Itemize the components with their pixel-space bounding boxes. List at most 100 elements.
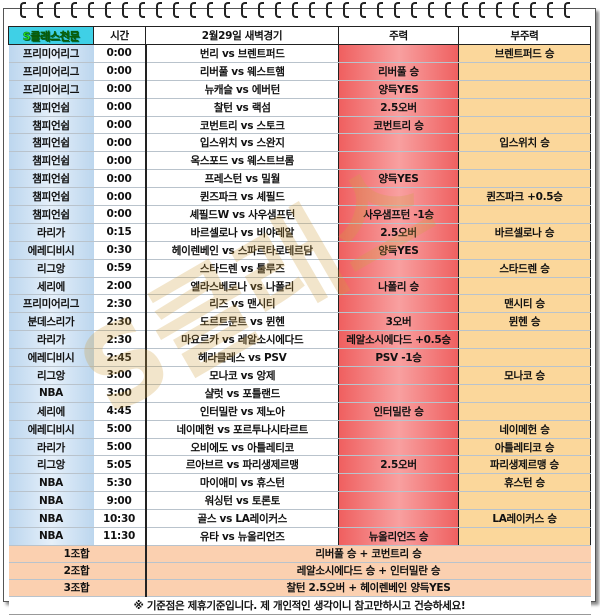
table-row: 프리미어리그 0:00 리버풀 vs 웨스트햄 리버풀 승 <box>8 62 591 81</box>
sub-pick-cell <box>458 491 591 511</box>
table-row: NBA 5:30 마이애미 vs 휴스턴 휴스턴 승 <box>8 473 591 493</box>
binding-ring-icon <box>241 2 247 18</box>
league-cell: 프리미어리그 <box>8 80 94 99</box>
main-pick-cell: 레알소시에다드 +0.5승 <box>338 330 459 350</box>
main-pick-cell <box>338 491 459 511</box>
main-pick-cell: 양득YES <box>338 169 459 189</box>
sub-pick-cell <box>458 277 591 296</box>
time-cell: 0:00 <box>93 44 147 63</box>
combo-value: 찰턴 2.5오버 + 헤이렌베인 양득YES <box>145 579 591 597</box>
match-cell: 찰턴 vs 랙섬 <box>145 98 339 117</box>
match-cell: 인터밀란 vs 제노아 <box>145 402 339 421</box>
main-pick-cell <box>338 509 459 529</box>
main-pick-cell: 사우샘프턴 -1승 <box>338 205 459 224</box>
combo-row: 1조합 리버풀 승 + 코번트리 승 <box>8 545 591 563</box>
binding-ring-icon <box>564 2 570 18</box>
sub-pick-cell: 모나코 승 <box>458 366 591 385</box>
combo-row: 2조합 레알소시에다드 승 + 인터밀란 승 <box>8 562 591 580</box>
binding-ring-icon <box>360 2 366 18</box>
table-row: 분데스리가 2:30 도르트문트 vs 뮌헨 3오버 뮌헨 승 <box>8 312 591 332</box>
time-cell: 0:00 <box>93 116 147 135</box>
league-cell: NBA <box>8 509 94 529</box>
main-pick-cell: 양득YES <box>338 80 459 99</box>
binding-ring-icon <box>309 2 315 18</box>
sub-pick-cell: LA레이커스 승 <box>458 509 591 529</box>
match-cell: 헤이렌베인 vs 스파르타로테르담 <box>145 241 339 260</box>
league-cell: 세리에 <box>8 402 94 421</box>
match-cell: 코번트리 vs 스토크 <box>145 116 339 135</box>
sub-pick-cell <box>458 402 591 421</box>
sub-pick-cell: 네이메헌 승 <box>458 420 591 439</box>
time-cell: 0:00 <box>93 187 147 207</box>
binding-ring-icon <box>496 2 502 18</box>
table-row: 에레디비시 5:00 네이메헌 vs 포르투나시타르트 네이메헌 승 <box>8 420 591 439</box>
binding-ring-icon <box>275 2 281 18</box>
binding-ring-icon <box>37 2 43 18</box>
league-cell: 분데스리가 <box>8 312 94 332</box>
binding-ring-icon <box>411 2 417 18</box>
sub-pick-cell <box>458 348 591 368</box>
time-cell: 5:05 <box>93 455 147 475</box>
match-cell: 퀸즈파크 vs 셰필드 <box>145 187 339 207</box>
main-pick-cell <box>338 187 459 207</box>
sub-pick-cell <box>458 330 591 350</box>
binding-ring-icon <box>122 2 128 18</box>
table-row: 에레디비시 2:45 헤라클레스 vs PSV PSV -1승 <box>8 348 591 368</box>
note-row: ※ 기준점은 제휴기준입니다. 제 개인적인 생각이니 참고만하시고 건승하세요… <box>8 596 591 615</box>
time-cell: 5:30 <box>93 473 147 493</box>
sub-pick-cell: 브렌트퍼드 승 <box>458 44 591 63</box>
sub-pick-cell: 바르셀로나 승 <box>458 223 591 242</box>
league-cell: NBA <box>8 384 94 403</box>
table-row: 프리미어리그 0:00 번리 vs 브렌트퍼드 브렌트퍼드 승 <box>8 44 591 63</box>
league-cell: 챔피언쉽 <box>8 116 94 135</box>
binding-ring-icon <box>105 2 111 18</box>
match-cell: 리버풀 vs 웨스트햄 <box>145 62 339 81</box>
sub-pick-cell <box>458 241 591 260</box>
match-cell: 모나코 vs 앙제 <box>145 366 339 385</box>
time-cell: 0:59 <box>93 259 147 278</box>
combo-value: 레알소시에다드 승 + 인터밀란 승 <box>145 562 591 580</box>
table-row: 프리미어리그 0:00 뉴캐슬 vs 에버턴 양득YES <box>8 80 591 99</box>
betting-table: S클래스천문 시간 2월29일 새벽경기 주력 부주력 프리미어리그 0:00 번리… <box>8 26 591 615</box>
time-cell: 5:00 <box>93 420 147 439</box>
main-pick-cell <box>338 420 459 439</box>
sub-pick-cell <box>458 116 591 135</box>
combo-label: 2조합 <box>8 562 147 580</box>
sub-pick-cell <box>458 151 591 171</box>
match-cell: 옥스포드 vs 웨스트브롬 <box>145 151 339 171</box>
sub-pick-cell <box>458 384 591 403</box>
table-row: 챔피언쉽 0:00 옥스포드 vs 웨스트브롬 <box>8 151 591 171</box>
table-row: 리그앙 0:59 스타드렌 vs 툴루즈 스타드렌 승 <box>8 259 591 278</box>
match-cell: 헤라클레스 vs PSV <box>145 348 339 368</box>
match-cell: 마요르카 vs 레알소시에다드 <box>145 330 339 350</box>
combo-row: 3조합 찰턴 2.5오버 + 헤이렌베인 양득YES <box>8 579 591 597</box>
league-cell: 라리가 <box>8 438 94 457</box>
match-cell: 셰필드W vs 사우샘프턴 <box>145 205 339 224</box>
header-sub: 부주력 <box>458 26 591 45</box>
time-cell: 0:00 <box>93 133 147 153</box>
table-row: 챔피언쉽 0:00 퀸즈파크 vs 셰필드 퀸즈파크 +0.5승 <box>8 187 591 207</box>
sub-pick-cell: 아틀레티코 승 <box>458 438 591 457</box>
binding-ring-icon <box>292 2 298 18</box>
sub-pick-cell: 뮌헨 승 <box>458 312 591 332</box>
main-pick-cell: PSV -1승 <box>338 348 459 368</box>
spiral-binding <box>0 0 600 20</box>
binding-ring-icon <box>462 2 468 18</box>
header-main: 주력 <box>338 26 459 45</box>
time-cell: 5:00 <box>93 438 147 457</box>
binding-ring-icon <box>54 2 60 18</box>
sub-pick-cell: 입스위치 승 <box>458 133 591 153</box>
sub-pick-cell: 스타드렌 승 <box>458 259 591 278</box>
time-cell: 3:00 <box>93 366 147 385</box>
table-row: NBA 9:00 워싱턴 vs 토론토 <box>8 491 591 511</box>
table-row: 리그앙 3:00 모나코 vs 앙제 모나코 승 <box>8 366 591 385</box>
binding-ring-icon <box>207 2 213 18</box>
main-pick-cell <box>338 366 459 385</box>
binding-ring-icon <box>479 2 485 18</box>
match-cell: 스타드렌 vs 툴루즈 <box>145 259 339 278</box>
league-cell: 챔피언쉽 <box>8 205 94 224</box>
main-pick-cell <box>338 438 459 457</box>
time-cell: 0:00 <box>93 62 147 81</box>
table-row: NBA 11:30 유타 vs 뉴올리언즈 뉴올리언즈 승 <box>8 527 591 546</box>
main-pick-cell <box>338 294 459 314</box>
